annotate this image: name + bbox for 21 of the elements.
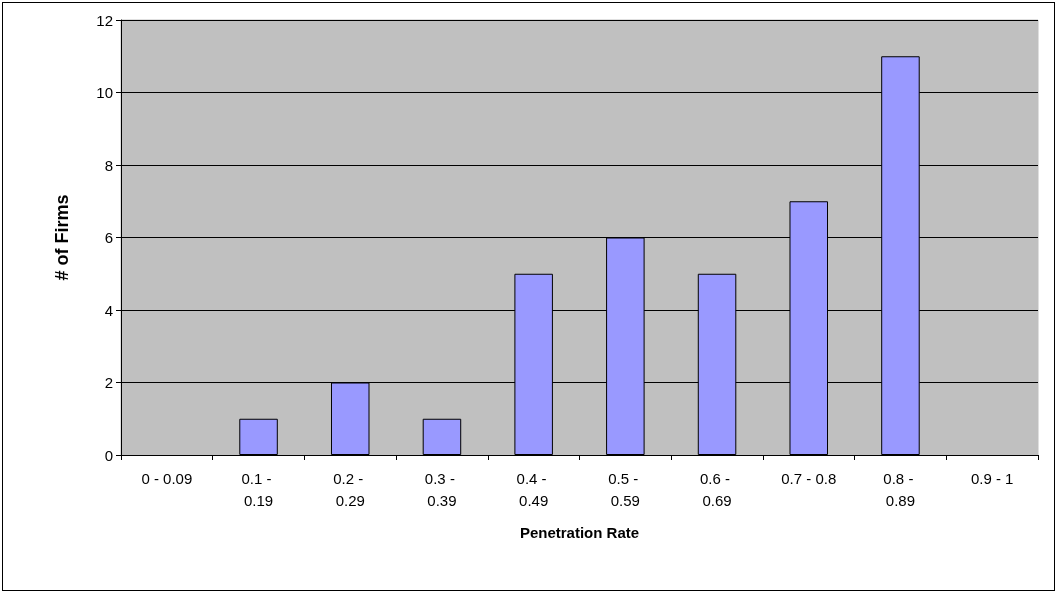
y-tick-label: 12 bbox=[96, 11, 113, 29]
x-tick-label: 0.7 - 0.8 bbox=[781, 469, 837, 487]
x-tick-label: 0 - 0.09 bbox=[141, 469, 193, 487]
y-tick-label: 2 bbox=[104, 374, 113, 391]
x-tick-label: 0.9 - 1 bbox=[970, 469, 1014, 487]
y-tick-label: 6 bbox=[104, 229, 113, 246]
x-tick-label: 0.1 - 0.19 bbox=[241, 469, 276, 509]
x-tick-label: 0.8 - 0.89 bbox=[883, 469, 918, 509]
y-tick-label: 0 bbox=[104, 446, 113, 464]
x-tick-label: 0.2 - 0.29 bbox=[333, 469, 368, 509]
x-axis-title: Penetration Rate bbox=[519, 524, 640, 541]
bar bbox=[239, 418, 278, 455]
y-tick-label: 10 bbox=[96, 84, 113, 101]
bar bbox=[422, 418, 462, 455]
x-tick-label: 0.6 - 0.69 bbox=[699, 469, 735, 509]
x-tick-label: 0.3 - 0.39 bbox=[424, 469, 460, 509]
y-tick-label: 4 bbox=[104, 301, 113, 319]
x-tick-label: 0.4 - 0.49 bbox=[516, 469, 551, 509]
y-tick-label: 8 bbox=[104, 156, 113, 174]
x-tick-label: 0.5 - 0.59 bbox=[608, 469, 643, 509]
y-axis-title: # of Firms bbox=[52, 194, 72, 281]
